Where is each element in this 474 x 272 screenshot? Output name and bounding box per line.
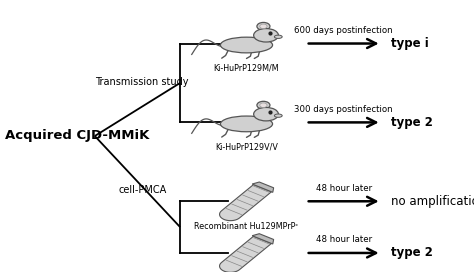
- Ellipse shape: [260, 24, 267, 29]
- Text: cell-PMCA: cell-PMCA: [118, 186, 166, 195]
- Polygon shape: [219, 236, 272, 272]
- Text: 48 hour later: 48 hour later: [316, 235, 372, 244]
- Ellipse shape: [220, 116, 273, 132]
- Text: Transmission study: Transmission study: [95, 77, 189, 86]
- Text: type 2: type 2: [391, 246, 433, 259]
- Polygon shape: [252, 182, 273, 192]
- Text: 300 days postinfection: 300 days postinfection: [294, 105, 393, 114]
- Ellipse shape: [254, 107, 278, 121]
- Text: type i: type i: [391, 37, 429, 50]
- Ellipse shape: [257, 22, 270, 30]
- Text: Recombinant Hu129MPrPᶜ: Recombinant Hu129MPrPᶜ: [194, 222, 299, 231]
- Ellipse shape: [260, 103, 267, 107]
- Ellipse shape: [220, 37, 273, 53]
- Text: type 2: type 2: [391, 116, 433, 129]
- Ellipse shape: [274, 114, 282, 117]
- Text: no amplification: no amplification: [391, 195, 474, 208]
- Polygon shape: [219, 185, 272, 221]
- Ellipse shape: [274, 35, 282, 38]
- Text: Acquired CJD-MMiK: Acquired CJD-MMiK: [5, 129, 149, 143]
- Polygon shape: [252, 234, 273, 244]
- Ellipse shape: [254, 29, 278, 42]
- Ellipse shape: [257, 101, 270, 109]
- Text: Ki-HuPrP129M/M: Ki-HuPrP129M/M: [214, 64, 279, 73]
- Text: 48 hour later: 48 hour later: [316, 184, 372, 193]
- Text: 600 days postinfection: 600 days postinfection: [294, 26, 393, 35]
- Text: Ki-HuPrP129V/V: Ki-HuPrP129V/V: [215, 143, 278, 152]
